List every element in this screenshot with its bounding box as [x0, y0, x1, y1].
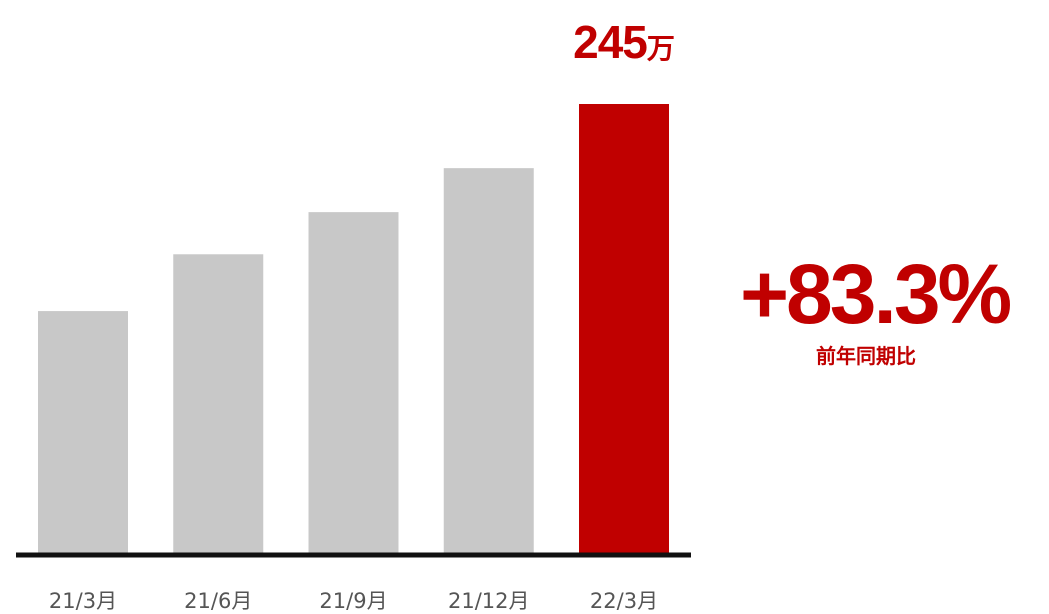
x-tick-labels: 21/3月 21/6月 21/9月 21/12月 22/3月: [49, 589, 658, 613]
bar-2: [173, 254, 264, 553]
x-tick-label: 21/9月: [319, 589, 387, 613]
x-tick-label: 21/6月: [184, 589, 252, 613]
growth-callout: +83.3% 前年同期比: [740, 247, 1040, 368]
value-labels: 245万: [573, 16, 675, 68]
x-tick-label: 22/3月: [590, 589, 658, 613]
bar-5: [579, 104, 669, 553]
x-tick-label: 21/3月: [49, 589, 117, 613]
highlight-value-label: 245万: [573, 16, 675, 68]
bar-3: [308, 212, 399, 553]
bar-1: [38, 311, 128, 553]
bar-4: [443, 168, 534, 553]
x-tick-label: 21/12月: [448, 589, 530, 613]
growth-value: +83.3%: [740, 247, 1012, 341]
growth-label: 前年同期比: [816, 344, 916, 368]
bars-group: [38, 104, 669, 553]
